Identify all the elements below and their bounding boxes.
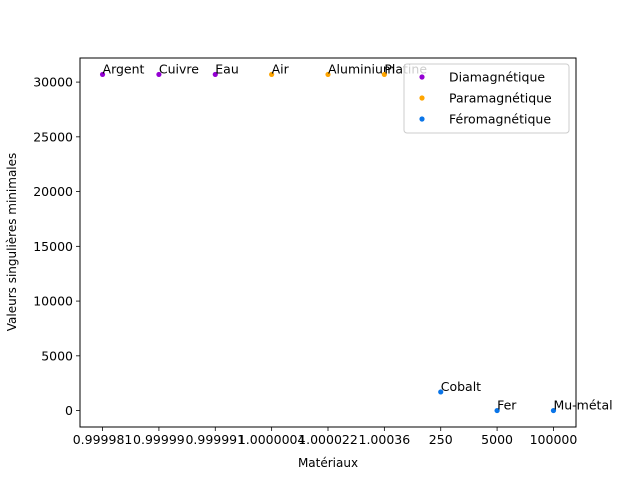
x-tick-label: 1.000022 [298, 432, 358, 447]
y-tick-label: 10000 [33, 294, 73, 309]
point-annotation: Eau [215, 61, 238, 76]
point-annotation: Mu-métal [553, 398, 612, 413]
y-axis-label: Valeurs singulières minimales [5, 153, 19, 332]
point-annotation: Fer [497, 398, 517, 413]
data-point [494, 407, 500, 414]
data-point [550, 407, 557, 414]
plot-area: ArgentCuivreEauAirAluminiumPlatineCobalt… [99, 61, 613, 414]
data-point [438, 389, 444, 395]
legend-marker [419, 116, 425, 122]
x-tick-label: 1.00036 [359, 432, 411, 447]
y-tick-label: 5000 [41, 348, 73, 363]
point-annotation: Cuivre [159, 61, 199, 76]
x-tick-label: 0.99999 [133, 432, 185, 447]
data-point [99, 71, 106, 78]
data-point [381, 71, 387, 78]
point-annotation: Cobalt [441, 379, 481, 394]
x-axis: 0.999981 0.99999 0.9999911.00000041.000022… [73, 427, 578, 447]
legend: Diamagnétique Paramagnétique Féromagnétiqu… [403, 63, 570, 134]
point-annotation: Argent [103, 61, 145, 76]
y-tick-label: 30000 [33, 75, 73, 90]
x-tick-label: 0.999981 [73, 432, 133, 447]
point-annotation: Air [272, 61, 290, 76]
data-point [325, 71, 331, 78]
x-tick-label: 100000 [530, 432, 578, 447]
legend-label: Paramagnétique [449, 91, 552, 106]
legend-label: Féromagnétique [449, 112, 551, 127]
legend-box [403, 63, 570, 134]
y-tick-label: 0 [65, 403, 73, 418]
x-tick-label: 0.999991 [185, 432, 245, 447]
data-point [212, 71, 218, 78]
data-point [156, 71, 162, 78]
x-tick-label: 5000 [481, 432, 513, 447]
y-tick-label: 25000 [33, 129, 73, 144]
y-tick-label: 20000 [33, 184, 73, 199]
y-tick-label: 15000 [33, 239, 73, 254]
legend-label: Diamagnétique [449, 70, 545, 85]
x-axis-label: Matériaux [298, 456, 358, 470]
point-annotation: Aluminium [328, 61, 395, 76]
x-tick-label: 1.0000004 [238, 432, 306, 447]
legend-marker [419, 74, 425, 80]
x-tick-label: 250 [429, 432, 453, 447]
y-axis: 0 5000 10000 15000 20000 25000 30000 [33, 75, 80, 418]
legend-marker [419, 95, 425, 101]
data-point [269, 71, 275, 78]
